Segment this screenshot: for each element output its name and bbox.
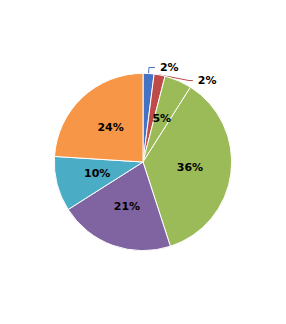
svg-text:5%: 5% bbox=[152, 112, 171, 125]
svg-text:2%: 2% bbox=[160, 61, 179, 74]
svg-text:2%: 2% bbox=[198, 74, 217, 87]
svg-text:24%: 24% bbox=[97, 121, 123, 134]
svg-text:21%: 21% bbox=[114, 200, 140, 213]
svg-text:36%: 36% bbox=[177, 161, 203, 174]
svg-text:10%: 10% bbox=[84, 167, 110, 180]
